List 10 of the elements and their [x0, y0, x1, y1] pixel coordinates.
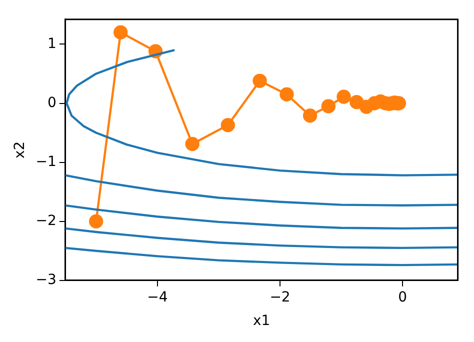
y-tick-label: −3 [36, 272, 56, 288]
y-tick-label: −2 [36, 212, 56, 229]
x-tick-label: −2 [270, 289, 290, 306]
x-tick-label: −4 [147, 289, 168, 306]
y-tick-label: 1 [48, 36, 56, 52]
y-axis-title: x2 [12, 141, 28, 158]
x-tick-label: 0 [398, 289, 408, 306]
y-tick-label: 0 [48, 94, 56, 111]
x-axis-title: x1 [253, 313, 270, 330]
y-tick-label: −1 [36, 154, 56, 170]
